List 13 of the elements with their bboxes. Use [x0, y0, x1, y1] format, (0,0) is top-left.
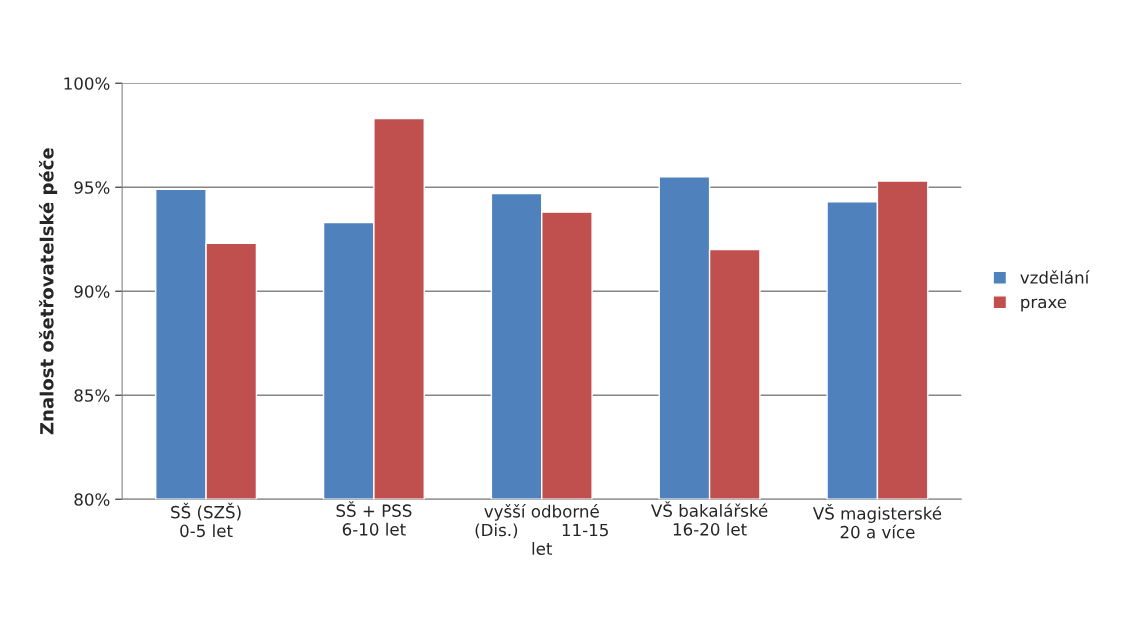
y-tick-label: 85%: [74, 389, 110, 402]
x-tick-label: SŠ (SZŠ) 0-5 let: [171, 502, 241, 538]
y-tick-label: 80%: [74, 493, 110, 506]
y-tick-label: 95%: [74, 181, 110, 194]
x-tick-label: VŠ magisterské 20 a více: [812, 504, 942, 539]
legend-label: praxe: [1021, 298, 1067, 312]
y-tick-label: 100%: [64, 77, 110, 90]
x-tick-label: vyšší odborné (Dis.) 11-15 let: [475, 504, 608, 555]
legend-label: vzdělání: [1020, 270, 1090, 284]
x-tick-label: SŠ + PSS 6-10 let: [336, 501, 412, 536]
y-tick-label: 90%: [74, 285, 110, 298]
x-tick-label: VŠ bakalářské 16-20 let: [651, 501, 768, 536]
y-axis-title: Znalost ošetřovatelské péče: [38, 148, 58, 435]
